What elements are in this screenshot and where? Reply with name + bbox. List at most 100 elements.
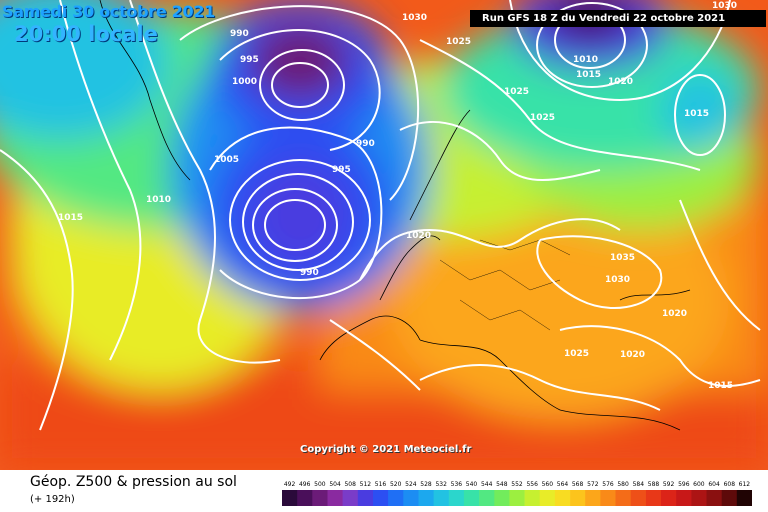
forecast-date: Samedi 30 octobre 2021 — [2, 2, 216, 21]
legend-swatch — [585, 490, 601, 506]
legend-value: 512 — [360, 481, 372, 488]
legend-value: 600 — [693, 481, 705, 488]
isobar-label: 1020 — [608, 77, 633, 87]
legend-value: 544 — [481, 481, 493, 488]
isobar-label: 990 — [356, 139, 375, 149]
forecast-time: 20:00 locale — [14, 22, 158, 46]
legend-swatch — [297, 490, 313, 506]
legend-swatch — [736, 490, 752, 506]
isobar-label: 1030 — [605, 275, 630, 285]
legend-swatch — [661, 490, 677, 506]
legend-value: 516 — [375, 481, 387, 488]
legend-value: 508 — [344, 481, 356, 488]
isobars — [0, 0, 761, 431]
legend-swatch — [509, 490, 525, 506]
legend-swatch — [676, 490, 692, 506]
legend-swatch — [282, 490, 298, 506]
legend-swatch — [388, 490, 404, 506]
isobar-label: 1025 — [446, 37, 471, 47]
legend-value: 504 — [329, 481, 341, 488]
legend-swatch — [448, 490, 465, 506]
geopotential-map: 990 995 1000 1005 1010 1015 990 995 990 … — [0, 0, 768, 470]
isobar-label: 1015 — [684, 109, 709, 119]
isobar-label: 1010 — [573, 55, 598, 65]
legend-value: 496 — [299, 481, 311, 488]
isobar-label: 995 — [240, 55, 259, 65]
legend-swatch — [357, 490, 374, 506]
isobar-label: 1015 — [58, 213, 83, 223]
legend-value: 568 — [572, 481, 584, 488]
legend-value: 532 — [435, 481, 447, 488]
isobar-label: 1030 — [712, 1, 737, 11]
legend-swatch — [706, 490, 722, 506]
legend-swatch — [721, 490, 738, 506]
legend-swatch — [570, 490, 586, 506]
legend-value: 500 — [314, 481, 326, 488]
isobar-label: 1015 — [708, 381, 733, 391]
isobar-label: 1010 — [146, 195, 171, 205]
legend-swatch — [554, 490, 571, 506]
isobar-label: 1030 — [402, 13, 427, 23]
legend-value: 556 — [526, 481, 538, 488]
legend-swatch — [645, 490, 662, 506]
legend-swatch — [524, 490, 541, 506]
legend-value: 520 — [390, 481, 402, 488]
legend-swatch — [494, 490, 510, 506]
legend-swatch — [691, 490, 707, 506]
isobar-label: 990 — [300, 268, 319, 278]
legend-swatch — [615, 490, 631, 506]
legend-swatch — [600, 490, 616, 506]
isobar-label: 1020 — [662, 309, 687, 319]
isobar-label: 1025 — [564, 349, 589, 359]
legend-swatch — [479, 490, 495, 506]
isobar-label: 1020 — [406, 231, 431, 241]
color-scale: 492 496 500 504 508 512 516 520 524 528 532 536 540 5… — [282, 481, 752, 506]
legend-value: 564 — [557, 481, 569, 488]
run-info: Run GFS 18 Z du Vendredi 22 octobre 2021 — [470, 10, 766, 27]
isobar-label: 1000 — [232, 77, 257, 87]
legend-bar: Géop. Z500 & pression au sol (+ 192h) 49… — [0, 470, 768, 512]
legend-value: 492 — [284, 481, 296, 488]
z500-color-field — [0, 0, 768, 470]
legend-value: 604 — [708, 481, 720, 488]
isobar-label: 1005 — [214, 155, 239, 165]
legend-swatch — [327, 490, 343, 506]
isobar-label: 1020 — [620, 350, 645, 360]
copyright: Copyright © 2021 Meteociel.fr — [300, 444, 472, 455]
legend-value: 524 — [405, 481, 417, 488]
isobar-labels: 990 995 1000 1005 1010 1015 990 995 990 … — [58, 1, 737, 391]
lead-time: (+ 192h) — [30, 494, 75, 505]
isobar-label: 995 — [332, 165, 351, 175]
legend-value: 536 — [451, 481, 463, 488]
isobar-label: 1025 — [504, 87, 529, 97]
legend-swatch — [342, 490, 359, 506]
legend-value: 548 — [496, 481, 508, 488]
isobar-label: 1025 — [530, 113, 555, 123]
legend-swatch — [418, 490, 434, 506]
legend-value: 540 — [466, 481, 478, 488]
legend-value: 552 — [511, 481, 523, 488]
legend-value: 608 — [724, 481, 736, 488]
legend-value: 588 — [648, 481, 660, 488]
legend-value: 560 — [542, 481, 554, 488]
legend-swatch — [312, 490, 328, 506]
legend-value: 572 — [587, 481, 599, 488]
legend-value: 528 — [420, 481, 432, 488]
isobar-label: 1035 — [610, 253, 635, 263]
legend-value: 592 — [663, 481, 675, 488]
legend-swatch — [463, 490, 480, 506]
legend-swatch — [539, 490, 556, 506]
product-title: Géop. Z500 & pression au sol — [30, 474, 237, 490]
legend-swatch — [403, 490, 419, 506]
legend-swatch — [373, 490, 389, 506]
isobar-label: 990 — [230, 29, 249, 39]
legend-value: 612 — [739, 481, 751, 488]
borders — [439, 239, 571, 331]
legend-value: 596 — [678, 481, 690, 488]
legend-swatch — [433, 490, 450, 506]
isobar-label: 1015 — [576, 70, 601, 80]
legend-value: 584 — [633, 481, 645, 488]
legend-swatch — [630, 490, 647, 506]
legend-value: 576 — [602, 481, 614, 488]
